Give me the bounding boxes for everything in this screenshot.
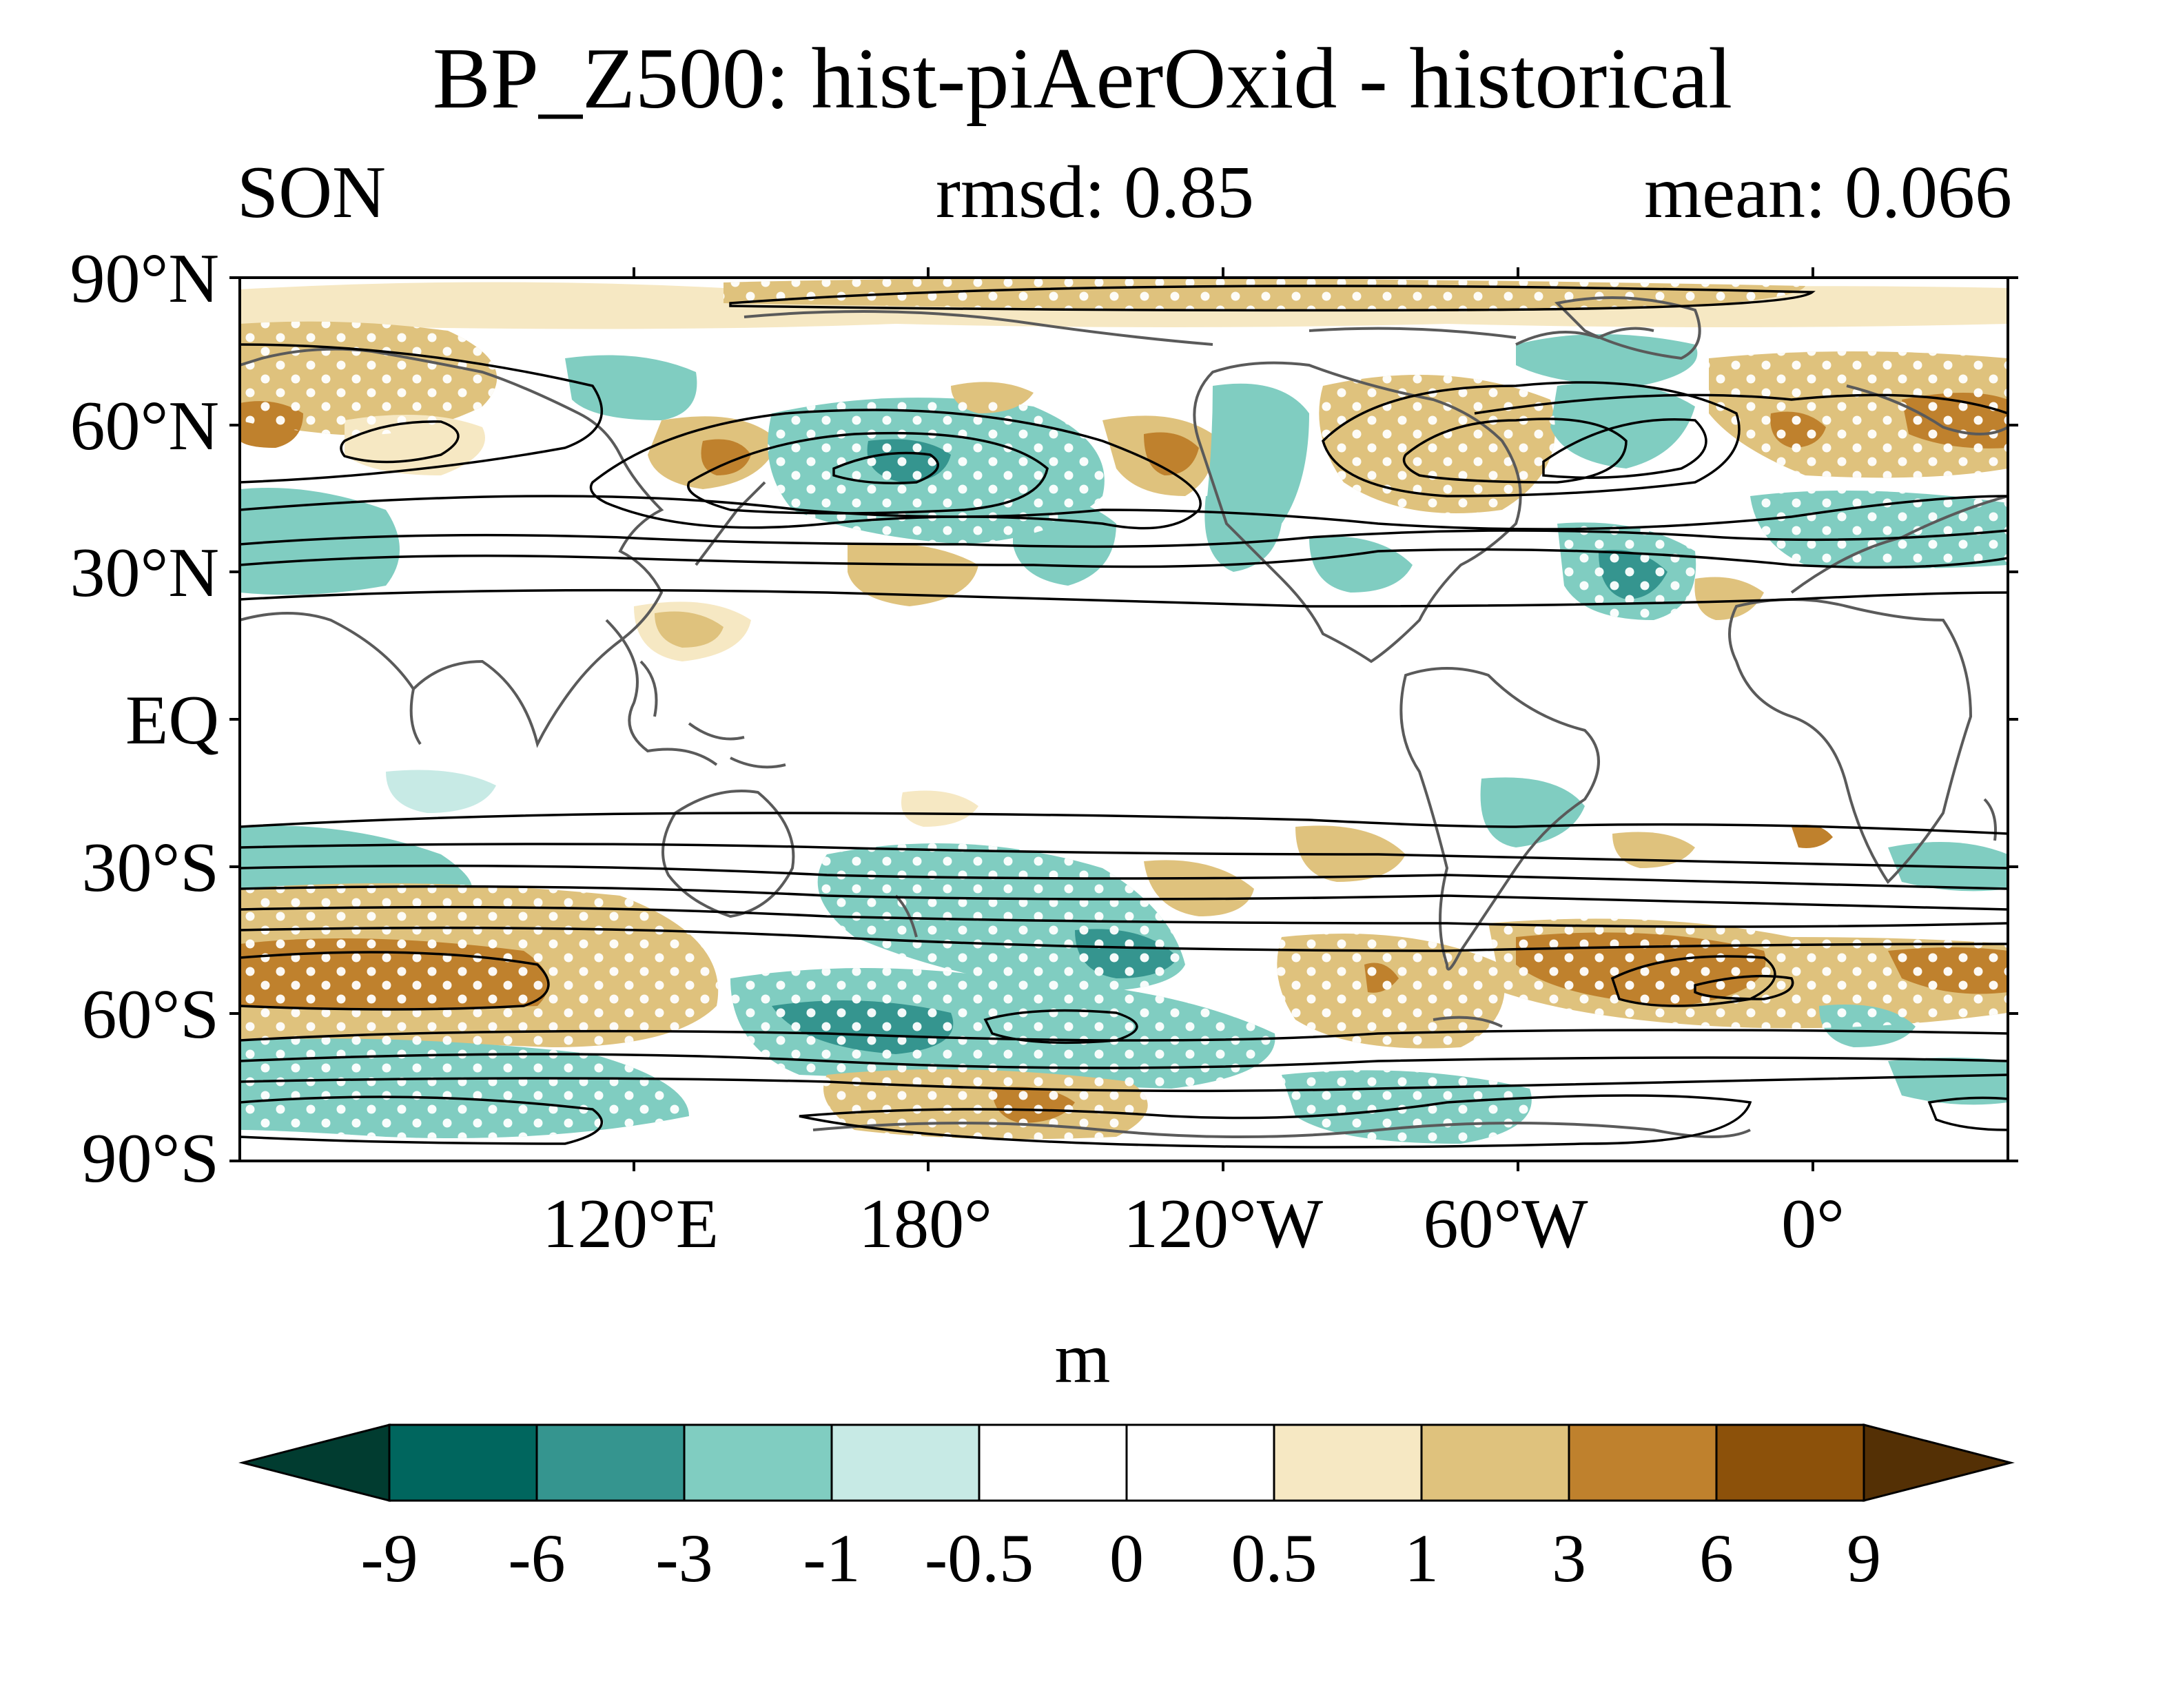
- colorbar-bin: [830, 1423, 981, 1502]
- colorbar-bin: [683, 1423, 833, 1502]
- colorbar-label: -3: [655, 1520, 712, 1596]
- colorbar-label: -9: [360, 1520, 418, 1596]
- colorbar-label: -0.5: [925, 1520, 1034, 1596]
- lat-label-30n: 30°N: [70, 534, 219, 612]
- colorbar-bin: [1420, 1423, 1570, 1502]
- colorbar-bin: [978, 1423, 1128, 1502]
- colorbar-bin: [1125, 1423, 1275, 1502]
- lon-label-120e: 120°E: [542, 1185, 719, 1263]
- lon-labels: 120°E 180° 120°W 60°W 0°: [542, 1185, 1845, 1263]
- colorbar-label: 0.5: [1231, 1520, 1317, 1596]
- colorbar: [238, 1423, 2015, 1502]
- significance-stipple: [240, 278, 2008, 1144]
- rmsd-label: rmsd: 0.85: [936, 152, 1255, 234]
- colorbar-label: -6: [508, 1520, 565, 1596]
- colorbar-bin: [1568, 1423, 1718, 1502]
- lat-label-30s: 30°S: [81, 829, 219, 907]
- colorbar-bin: [388, 1423, 538, 1502]
- lon-label-120w: 120°W: [1123, 1185, 1324, 1263]
- colorbar-units: m: [1054, 1319, 1111, 1398]
- lat-label-eq: EQ: [125, 681, 219, 759]
- lat-labels: 90°N 60°N 30°N EQ 30°S 60°S 90°S: [70, 240, 219, 1197]
- colorbar-labels: -9 -6 -3 -1 -0.5 0 0.5 1 3 6 9: [360, 1520, 1881, 1596]
- lat-label-60s: 60°S: [81, 976, 219, 1053]
- lon-label-60w: 60°W: [1423, 1185, 1588, 1263]
- lat-label-90s: 90°S: [81, 1120, 219, 1197]
- axis-ticks: [229, 267, 2018, 1171]
- colorbar-label: 6: [1699, 1520, 1734, 1596]
- colorbar-label: 1: [1404, 1520, 1439, 1596]
- colorbar-bin: [1273, 1423, 1423, 1502]
- mean-label: mean: 0.066: [1644, 152, 2012, 234]
- plot-title: BP_Z500: hist-piAerOxid - historical: [432, 31, 1733, 127]
- colorbar-label: -1: [803, 1520, 860, 1596]
- colorbar-bin: [1715, 1423, 1865, 1502]
- colorbar-label: 0: [1109, 1520, 1144, 1596]
- colorbar-bin: [535, 1423, 686, 1502]
- map-panel: [240, 278, 2008, 1161]
- colorbar-label: 3: [1552, 1520, 1586, 1596]
- lon-label-180: 180°: [859, 1185, 992, 1263]
- lat-label-90n: 90°N: [70, 240, 219, 318]
- climatology-contours: [240, 285, 2008, 1149]
- colorbar-extend-high: [1863, 1423, 2015, 1502]
- lat-label-60n: 60°N: [70, 387, 219, 465]
- colorbar-extend-low: [238, 1423, 391, 1502]
- lon-label-0: 0°: [1781, 1185, 1845, 1263]
- season-label: SON: [237, 152, 387, 234]
- colorbar-label: 9: [1847, 1520, 1881, 1596]
